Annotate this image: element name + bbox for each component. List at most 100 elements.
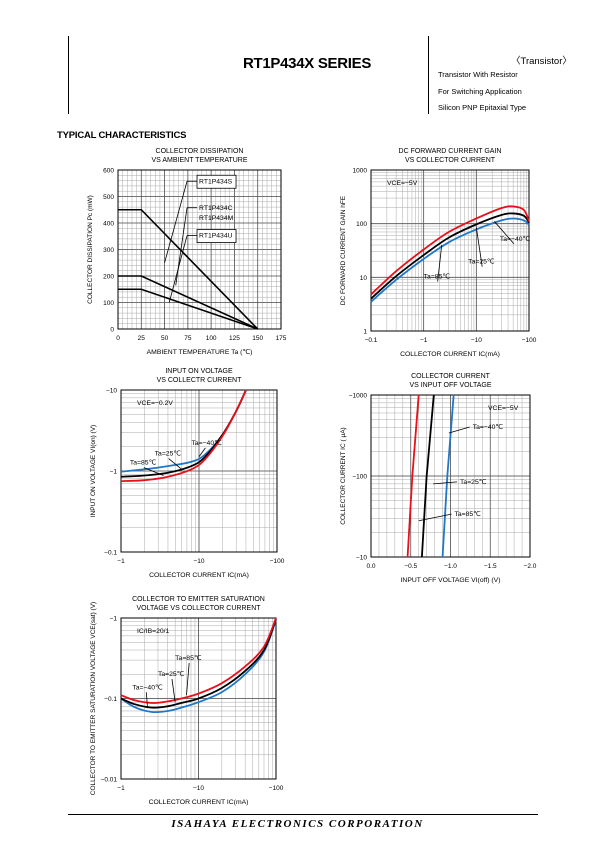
- x-tick-label: −100: [522, 337, 537, 344]
- annotation-label: Ta=−40℃: [132, 684, 163, 691]
- x-axis-label: COLLECTOR CURRENT IC(mA): [400, 351, 500, 358]
- footer-company-name: ISAHAYA ELECTRONICS CORPORATION: [171, 818, 424, 830]
- y-tick-label: 500: [103, 194, 114, 201]
- y-tick-label: 400: [103, 221, 114, 228]
- series-line: [120, 389, 247, 483]
- annotation-label: RT1P434M: [199, 215, 234, 222]
- chart-title: INPUT ON VOLTAGE: [165, 368, 233, 375]
- series-line: [120, 618, 277, 709]
- chart-title: VS AMBIENT TEMPERATURE: [151, 157, 247, 164]
- annotation-leader: [437, 244, 443, 282]
- condition-label: VCE=−0.2V: [137, 400, 173, 407]
- x-axis-label: COLLECTOR CURRENT IC(mA): [149, 572, 249, 579]
- y-tick-label: 0: [110, 327, 114, 334]
- annotation-leader: [432, 481, 458, 485]
- y-axis-label: INPUT ON VOLTAGE VI(on) (V): [90, 425, 97, 517]
- x-axis-label: AMBIENT TEMPERATURE Ta (℃): [147, 349, 253, 356]
- annotation-leader: [145, 692, 148, 709]
- x-tick-label: −10: [193, 785, 204, 792]
- y-tick-label: 10: [360, 275, 368, 282]
- y-tick-label: 1000: [353, 168, 368, 175]
- annotation-label: Ta=85℃: [175, 655, 202, 662]
- series-line: [118, 288, 258, 330]
- annotation-label: Ta=25℃: [460, 479, 487, 486]
- chart-title: VOLTAGE VS COLLECTOR CURRENT: [136, 605, 261, 612]
- annotation-label: Ta=85℃: [424, 274, 451, 281]
- x-tick-label: 125: [229, 335, 240, 342]
- y-tick-label: 100: [103, 300, 114, 307]
- y-tick-label: −0.1: [104, 550, 117, 557]
- chart-title: DC FORWARD CURRENT GAIN: [399, 148, 502, 155]
- annotation-leader: [143, 467, 164, 476]
- series-line: [406, 394, 420, 558]
- y-axis-label: COLLECTOR TO EMITTER SATURATION VOLTAGE …: [90, 602, 97, 795]
- series-line: [120, 617, 277, 704]
- chart-collector-dissipation: 0 25 50 75 100 125 150 175 0 100 200 300 400 500 600 CO…: [87, 148, 287, 356]
- annotation-leader: [168, 458, 182, 470]
- chart-title: COLLECTOR TO EMITTER SATURATION: [132, 596, 265, 603]
- y-axis-label: COLLECTOR CURRENT IC ( μA): [340, 427, 347, 524]
- header-left-rule: [68, 36, 69, 114]
- x-tick-label: −10: [471, 337, 482, 344]
- x-tick-label: 150: [252, 335, 263, 342]
- x-axis-label: INPUT OFF VOLTAGE VI(off) (V): [401, 577, 501, 584]
- chart-title: VS INPUT OFF VOLTAGE: [409, 382, 491, 389]
- document-category: 〈Transistor〉: [511, 56, 572, 67]
- annotation-box: [196, 174, 237, 189]
- series-title: RT1P434X SERIES: [243, 55, 372, 72]
- y-tick-label: −0.01: [101, 777, 118, 784]
- chart-title: COLLECTOR DISSIPATION: [156, 148, 244, 155]
- series-line: [441, 394, 455, 558]
- annotation-label: Ta=−40℃: [473, 424, 504, 431]
- annotation-label: Ta=85℃: [130, 460, 157, 467]
- chart-title: VS COLLECTR CURRENT: [157, 377, 243, 384]
- plot-frame: [370, 394, 531, 558]
- x-tick-label: 75: [184, 335, 192, 342]
- x-tick-label: −100: [269, 785, 284, 792]
- annotation-leader: [475, 227, 483, 267]
- chart-title: VS COLLECTOR CURRENT: [405, 157, 496, 164]
- subtitle-3: Silicon PNP Epitaxial Type: [438, 103, 527, 112]
- x-tick-label: −10: [193, 558, 204, 565]
- annotation-box: [196, 229, 237, 243]
- annotation-label: RT1P434C: [199, 205, 233, 212]
- annotation-leader: [494, 221, 515, 245]
- x-tick-label: −2.0: [524, 563, 537, 570]
- series-line: [370, 212, 530, 300]
- x-tick-label: 100: [206, 335, 217, 342]
- chart-collector-current-vs-input-off: 0.0 −0.5 −1.0 −1.5 −2.0 −10 −100 −1000 COLLECTOR…: [340, 373, 537, 584]
- annotation-label: RT1P434U: [199, 233, 233, 240]
- section-title: TYPICAL CHARACTERISTICS: [57, 130, 187, 141]
- y-tick-label: −10: [356, 555, 367, 562]
- y-axis-label: COLLECTOR DISSIPATION Pc (mW): [87, 195, 94, 304]
- y-tick-label: −0.1: [104, 696, 117, 703]
- annotation-leader: [164, 181, 188, 263]
- annotation-leader: [418, 513, 452, 522]
- x-tick-label: 25: [138, 335, 146, 342]
- x-tick-label: −1.5: [484, 563, 497, 570]
- x-tick-label: −1.0: [444, 563, 457, 570]
- annotation-leader: [448, 426, 470, 434]
- y-tick-label: 1: [363, 329, 367, 336]
- chart-dc-current-gain: −0.1 −1 −10 −100 1 10 100 1000 DC FORWARD CURREN…: [340, 148, 537, 358]
- footer-rule: [68, 814, 538, 815]
- x-tick-label: 0.0: [366, 563, 375, 570]
- y-tick-label: −10: [106, 388, 117, 395]
- x-tick-label: 0: [116, 335, 120, 342]
- y-tick-label: −1: [110, 616, 118, 623]
- annotation-leader: [171, 679, 176, 703]
- x-tick-label: −0.1: [365, 337, 378, 344]
- annotation-leader: [186, 663, 190, 696]
- y-tick-label: −100: [352, 474, 367, 481]
- x-tick-label: −1: [420, 337, 428, 344]
- condition-label: VCE=−5V: [488, 405, 519, 412]
- annotation-label: Ta=25℃: [158, 671, 185, 678]
- plot-frame: [117, 169, 282, 330]
- annotation-label: Ta=−40℃: [191, 440, 222, 447]
- annotation-leader: [198, 447, 206, 457]
- y-tick-label: 200: [103, 274, 114, 281]
- chart-title: COLLECTOR CURRENT: [411, 373, 491, 380]
- subtitle-2: For Switching Application: [438, 87, 522, 96]
- annotation-label: RT1P434S: [199, 178, 233, 185]
